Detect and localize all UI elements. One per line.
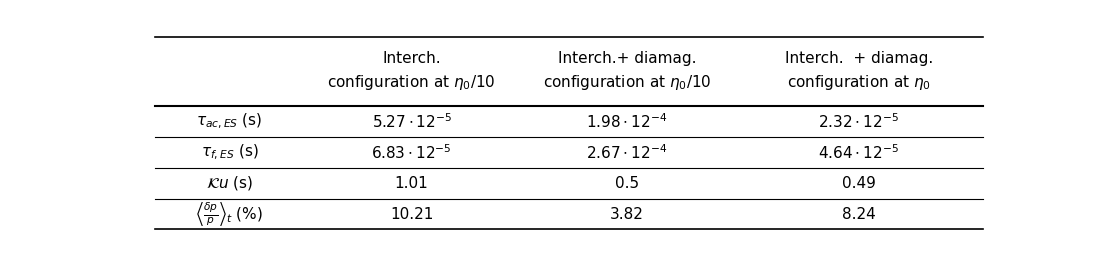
- Text: Interch.+ diamag.
configuration at $\eta_0$/10: Interch.+ diamag. configuration at $\eta…: [543, 51, 711, 92]
- Text: Interch.
configuration at $\eta_0$/10: Interch. configuration at $\eta_0$/10: [327, 51, 496, 92]
- Text: $2.67 \cdot 12^{-4}$: $2.67 \cdot 12^{-4}$: [586, 143, 668, 162]
- Text: 8.24: 8.24: [842, 206, 876, 222]
- Text: Interch.  + diamag.
configuration at $\eta_0$: Interch. + diamag. configuration at $\et…: [785, 51, 933, 92]
- Text: $1.98 \cdot 12^{-4}$: $1.98 \cdot 12^{-4}$: [586, 112, 668, 131]
- Text: $\left\langle \frac{\delta p}{p} \right\rangle_t$ (%): $\left\langle \frac{\delta p}{p} \right\…: [195, 200, 263, 228]
- Text: $\mathcal{K}u$ (s): $\mathcal{K}u$ (s): [206, 174, 253, 192]
- Text: $\tau_{ac,ES}$ (s): $\tau_{ac,ES}$ (s): [196, 112, 262, 131]
- Text: $4.64 \cdot 12^{-5}$: $4.64 \cdot 12^{-5}$: [819, 143, 899, 162]
- Text: $5.27 \cdot 12^{-5}$: $5.27 \cdot 12^{-5}$: [371, 112, 452, 131]
- Text: 3.82: 3.82: [611, 206, 644, 222]
- Text: 10.21: 10.21: [390, 206, 433, 222]
- Text: $\tau_{f,ES}$ (s): $\tau_{f,ES}$ (s): [201, 143, 258, 162]
- Text: 1.01: 1.01: [395, 176, 429, 191]
- Text: $6.83 \cdot 12^{-5}$: $6.83 \cdot 12^{-5}$: [371, 143, 452, 162]
- Text: 0.49: 0.49: [842, 176, 876, 191]
- Text: $2.32 \cdot 12^{-5}$: $2.32 \cdot 12^{-5}$: [819, 112, 899, 131]
- Text: 0.5: 0.5: [615, 176, 639, 191]
